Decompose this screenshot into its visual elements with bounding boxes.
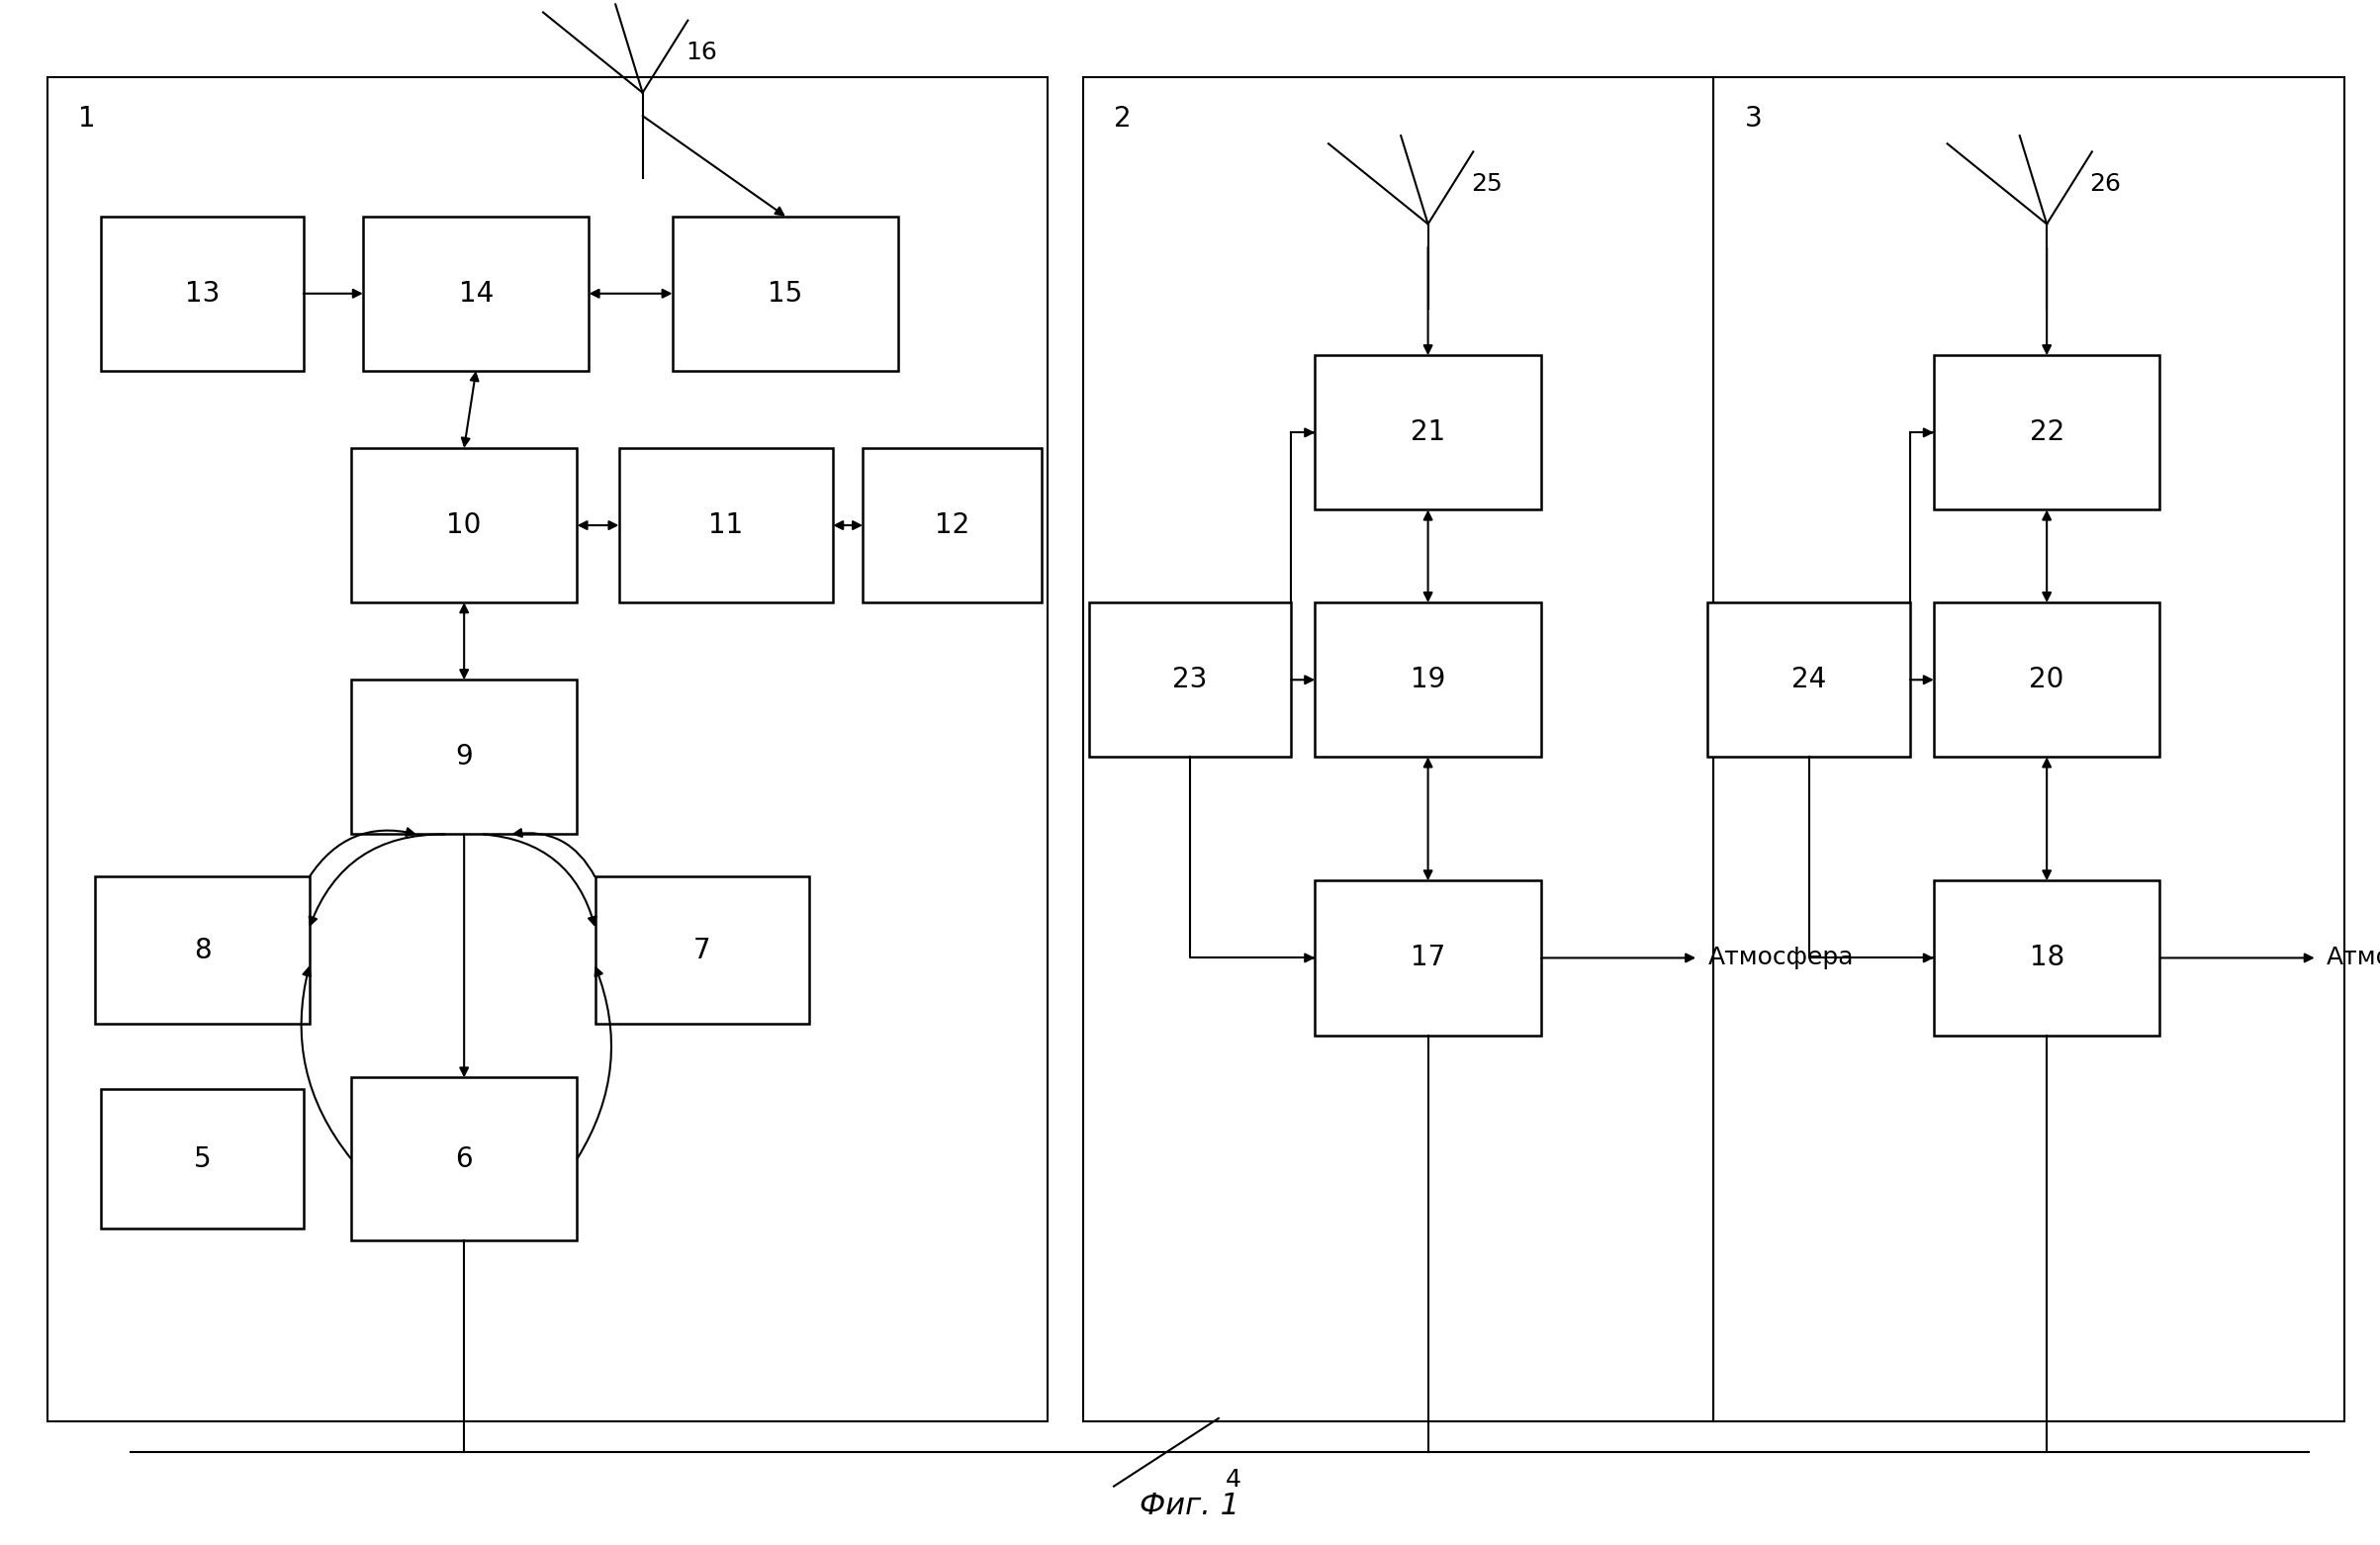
Text: 13: 13 [186,280,219,307]
Text: 18: 18 [2030,944,2063,972]
Bar [95,878,309,1023]
Text: 7: 7 [693,936,712,964]
Text: 19: 19 [1411,666,1445,694]
Bar [1090,603,1292,757]
Bar [1314,881,1542,1035]
Text: 23: 23 [1173,666,1207,694]
Text: 1: 1 [79,105,95,133]
Text: 14: 14 [459,280,493,307]
Text: 4: 4 [1226,1468,1242,1491]
Bar [595,878,809,1023]
Text: 21: 21 [1411,419,1445,447]
Bar [364,216,590,371]
Text: 26: 26 [2090,171,2121,196]
Text: Атмосфера: Атмосфера [1709,946,1854,970]
Bar [1314,355,1542,510]
Text: 24: 24 [1792,666,1825,694]
Text: 16: 16 [685,40,716,65]
Text: Атмосфера: Атмосфера [2328,946,2380,970]
Bar [352,680,578,834]
Text: 3: 3 [1745,105,1761,133]
Text: 20: 20 [2030,666,2063,694]
Text: 2: 2 [1114,105,1130,133]
Text: 12: 12 [935,511,969,539]
Bar [100,1089,305,1228]
Bar [1933,881,2159,1035]
Bar [1314,603,1542,757]
Bar [48,77,1047,1421]
Bar [864,448,1042,603]
Text: 10: 10 [447,511,481,539]
Bar [100,216,305,371]
Bar [1709,603,1909,757]
Text: 5: 5 [193,1145,212,1173]
Text: 15: 15 [769,280,802,307]
Bar [674,216,900,371]
Text: 9: 9 [455,743,474,771]
Text: 6: 6 [455,1145,474,1173]
Text: 22: 22 [2030,419,2063,447]
Bar [1933,355,2159,510]
Text: Фиг. 1: Фиг. 1 [1140,1492,1240,1520]
Bar [1083,77,1714,1421]
Bar [619,448,833,603]
Bar [352,448,578,603]
Text: 11: 11 [709,511,743,539]
Bar [1714,77,2344,1421]
Bar [352,1078,578,1239]
Text: 17: 17 [1411,944,1445,972]
Text: 8: 8 [193,936,212,964]
Text: 25: 25 [1471,171,1502,196]
Bar [1933,603,2159,757]
